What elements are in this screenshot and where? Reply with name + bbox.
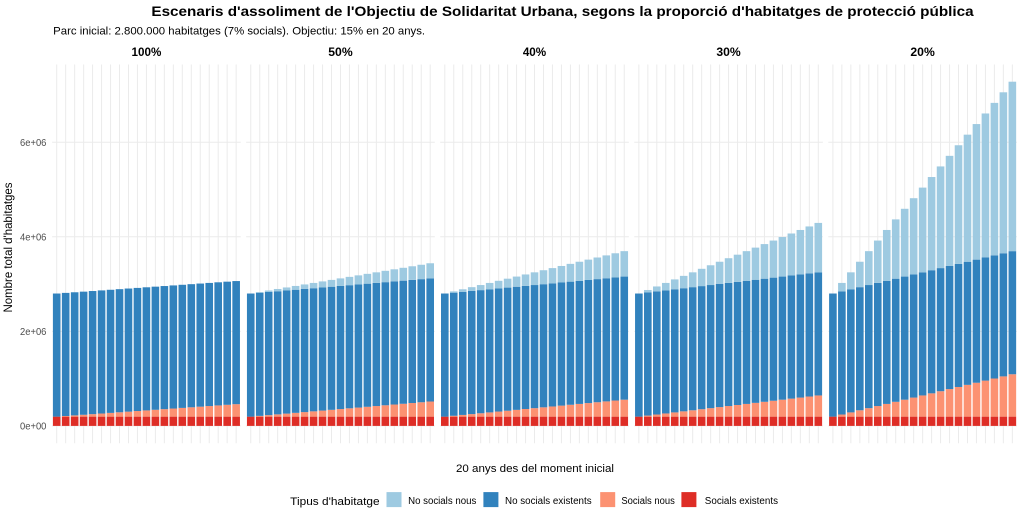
svg-text:0e+00: 0e+00 [20, 422, 47, 433]
svg-text:No socials nous: No socials nous [408, 496, 476, 507]
svg-text:Nombre total d'habitatges: Nombre total d'habitatges [1, 183, 15, 313]
svg-text:2e+06: 2e+06 [20, 327, 47, 338]
svg-text:Tipus d'habitatge: Tipus d'habitatge [290, 496, 379, 508]
svg-text:Socials existents: Socials existents [705, 496, 778, 507]
svg-text:20%: 20% [910, 45, 935, 59]
svg-text:Parc inicial: 2.800.000 habita: Parc inicial: 2.800.000 habitatges (7% s… [53, 26, 425, 38]
svg-text:100%: 100% [132, 45, 162, 59]
svg-text:Escenaris d'assoliment de l'Ob: Escenaris d'assoliment de l'Objectiu de … [151, 3, 973, 19]
svg-text:40%: 40% [523, 45, 547, 59]
svg-text:Socials nous: Socials nous [621, 496, 674, 507]
svg-text:20 anys des del moment inicial: 20 anys des del moment inicial [456, 463, 614, 475]
svg-text:No socials existents: No socials existents [505, 496, 592, 507]
svg-text:4e+06: 4e+06 [20, 232, 47, 243]
svg-text:50%: 50% [328, 45, 353, 59]
svg-text:30%: 30% [716, 45, 741, 59]
svg-text:6e+06: 6e+06 [20, 138, 47, 149]
